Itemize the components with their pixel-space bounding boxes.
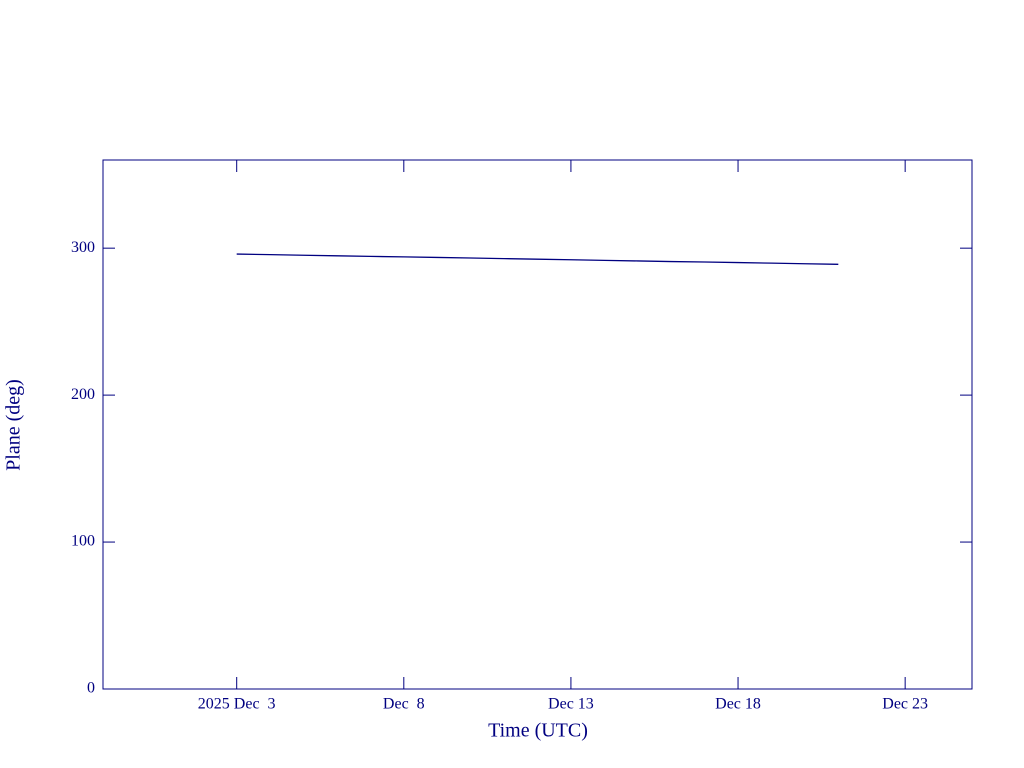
data-line: [236, 253, 839, 265]
y-tick-label: 200: [71, 386, 95, 403]
x-tick-label: Dec 23: [882, 696, 928, 713]
x-tick-label: Dec 18: [715, 696, 761, 713]
y-tick-label: 0: [87, 680, 95, 697]
x-tick-label: Dec 13: [548, 696, 594, 713]
y-tick-label: 100: [71, 533, 95, 550]
y-axis-label: Plane (deg): [3, 379, 25, 471]
x-axis-label: Time (UTC): [488, 720, 588, 742]
x-tick-label: Dec 8: [383, 696, 425, 713]
x-tick-label: 2025 Dec 3: [198, 696, 276, 713]
plot-frame: [102, 159, 973, 690]
y-tick-label: 300: [71, 239, 95, 256]
